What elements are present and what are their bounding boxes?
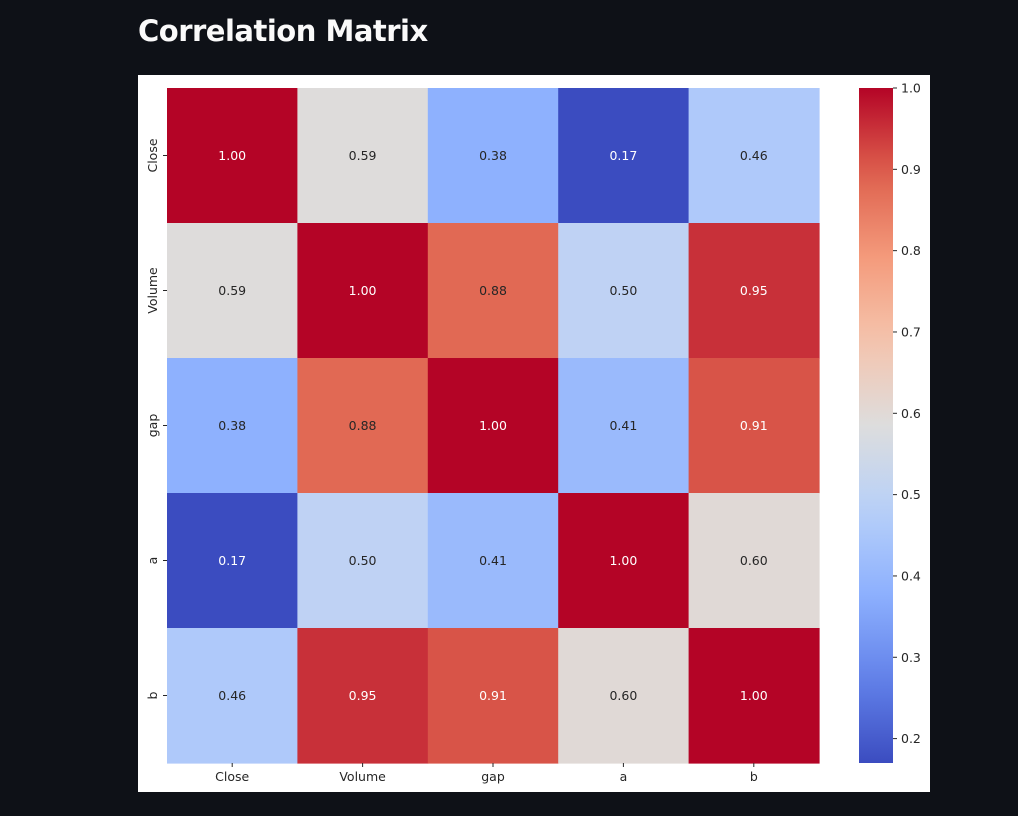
- y-tick-label: Volume: [145, 267, 160, 314]
- colorbar-tick-label: 0.9: [901, 162, 921, 177]
- y-tick-label: b: [145, 691, 160, 699]
- colorbar-tick-label: 0.7: [901, 324, 921, 339]
- cell-value-label: 0.50: [349, 553, 377, 568]
- cell-value-label: 0.41: [609, 418, 637, 433]
- heatmap-cell: [558, 628, 690, 764]
- page-title: Correlation Matrix: [138, 14, 428, 48]
- colorbar-tick-label: 0.4: [901, 568, 921, 583]
- cell-value-label: 0.95: [349, 688, 377, 703]
- colorbar-tick-label: 0.3: [901, 650, 921, 665]
- heatmap-cell: [167, 493, 298, 629]
- heatmap-cell: [558, 493, 690, 629]
- x-tick-label: a: [620, 769, 628, 784]
- cell-value-label: 0.17: [218, 553, 246, 568]
- x-tick-label: Close: [215, 769, 249, 784]
- cell-value-label: 0.50: [609, 283, 637, 298]
- colorbar: 0.2 0.3 0.4 0.5 0.6 0.7 0.8 0.9 1.0: [859, 81, 921, 763]
- cell-value-label: 0.46: [218, 688, 246, 703]
- colorbar-tick-label: 1.0: [901, 81, 921, 96]
- heatmap-cell: [167, 88, 298, 224]
- cell-value-label: 0.60: [609, 688, 637, 703]
- cell-value-label: 1.00: [479, 418, 507, 433]
- colorbar-tick-label: 0.5: [901, 487, 921, 502]
- heatmap-cell: [558, 223, 690, 359]
- heatmap-cell: [297, 88, 429, 224]
- heatmap-cell: [167, 358, 298, 494]
- y-tick-label: Close: [145, 138, 160, 172]
- heatmap-cell: [558, 358, 690, 494]
- cell-value-label: 0.38: [479, 148, 507, 163]
- cell-value-label: 0.91: [740, 418, 768, 433]
- heatmap-cell: [688, 628, 820, 764]
- heatmap-annotations: 1.00 0.59 0.38 0.17 0.46 0.59 1.00 0.88 0.50 0.95…: [218, 148, 767, 703]
- heatmap-cell: [427, 493, 559, 629]
- cell-value-label: 1.00: [740, 688, 768, 703]
- x-tick-label: gap: [481, 769, 505, 784]
- cell-value-label: 0.38: [218, 418, 246, 433]
- y-tick-label: gap: [145, 414, 160, 438]
- cell-value-label: 0.59: [349, 148, 377, 163]
- heatmap-cell: [297, 493, 429, 629]
- colorbar-gradient-bar: [859, 88, 893, 763]
- heatmap-cell: [297, 358, 429, 494]
- colorbar-tick-label: 0.6: [901, 406, 921, 421]
- heatmap-cells: [167, 88, 820, 764]
- cell-value-label: 0.95: [740, 283, 768, 298]
- colorbar-tick-label: 0.2: [901, 731, 921, 746]
- colorbar-tick-label: 0.8: [901, 243, 921, 258]
- chart-container: 1.00 0.59 0.38 0.17 0.46 0.59 1.00 0.88 0.50 0.95…: [138, 75, 930, 792]
- y-tick-label: a: [145, 557, 160, 565]
- cell-value-label: 1.00: [349, 283, 377, 298]
- heatmap-cell: [688, 493, 820, 629]
- cell-value-label: 1.00: [218, 148, 246, 163]
- heatmap-cell: [427, 223, 559, 359]
- cell-value-label: 0.46: [740, 148, 768, 163]
- cell-value-label: 0.88: [479, 283, 507, 298]
- heatmap-cell: [297, 628, 429, 764]
- cell-value-label: 0.17: [609, 148, 637, 163]
- heatmap-cell: [427, 88, 559, 224]
- heatmap-cell: [688, 88, 820, 224]
- heatmap-cell: [427, 628, 559, 764]
- y-axis: Close Volume gap a b: [145, 138, 167, 699]
- heatmap-cell: [427, 358, 559, 494]
- cell-value-label: 0.59: [218, 283, 246, 298]
- x-tick-label: b: [750, 769, 758, 784]
- x-axis: Close Volume gap a b: [215, 763, 758, 784]
- heatmap-cell: [297, 223, 429, 359]
- correlation-heatmap: 1.00 0.59 0.38 0.17 0.46 0.59 1.00 0.88 0.50 0.95…: [145, 81, 921, 785]
- heatmap-cell: [167, 628, 298, 764]
- cell-value-label: 1.00: [609, 553, 637, 568]
- heatmap-cell: [688, 223, 820, 359]
- cell-value-label: 0.88: [349, 418, 377, 433]
- cell-value-label: 0.41: [479, 553, 507, 568]
- cell-value-label: 0.60: [740, 553, 768, 568]
- cell-value-label: 0.91: [479, 688, 507, 703]
- heatmap-cell: [558, 88, 690, 224]
- heatmap-cell: [167, 223, 298, 359]
- x-tick-label: Volume: [339, 769, 386, 784]
- heatmap-cell: [688, 358, 820, 494]
